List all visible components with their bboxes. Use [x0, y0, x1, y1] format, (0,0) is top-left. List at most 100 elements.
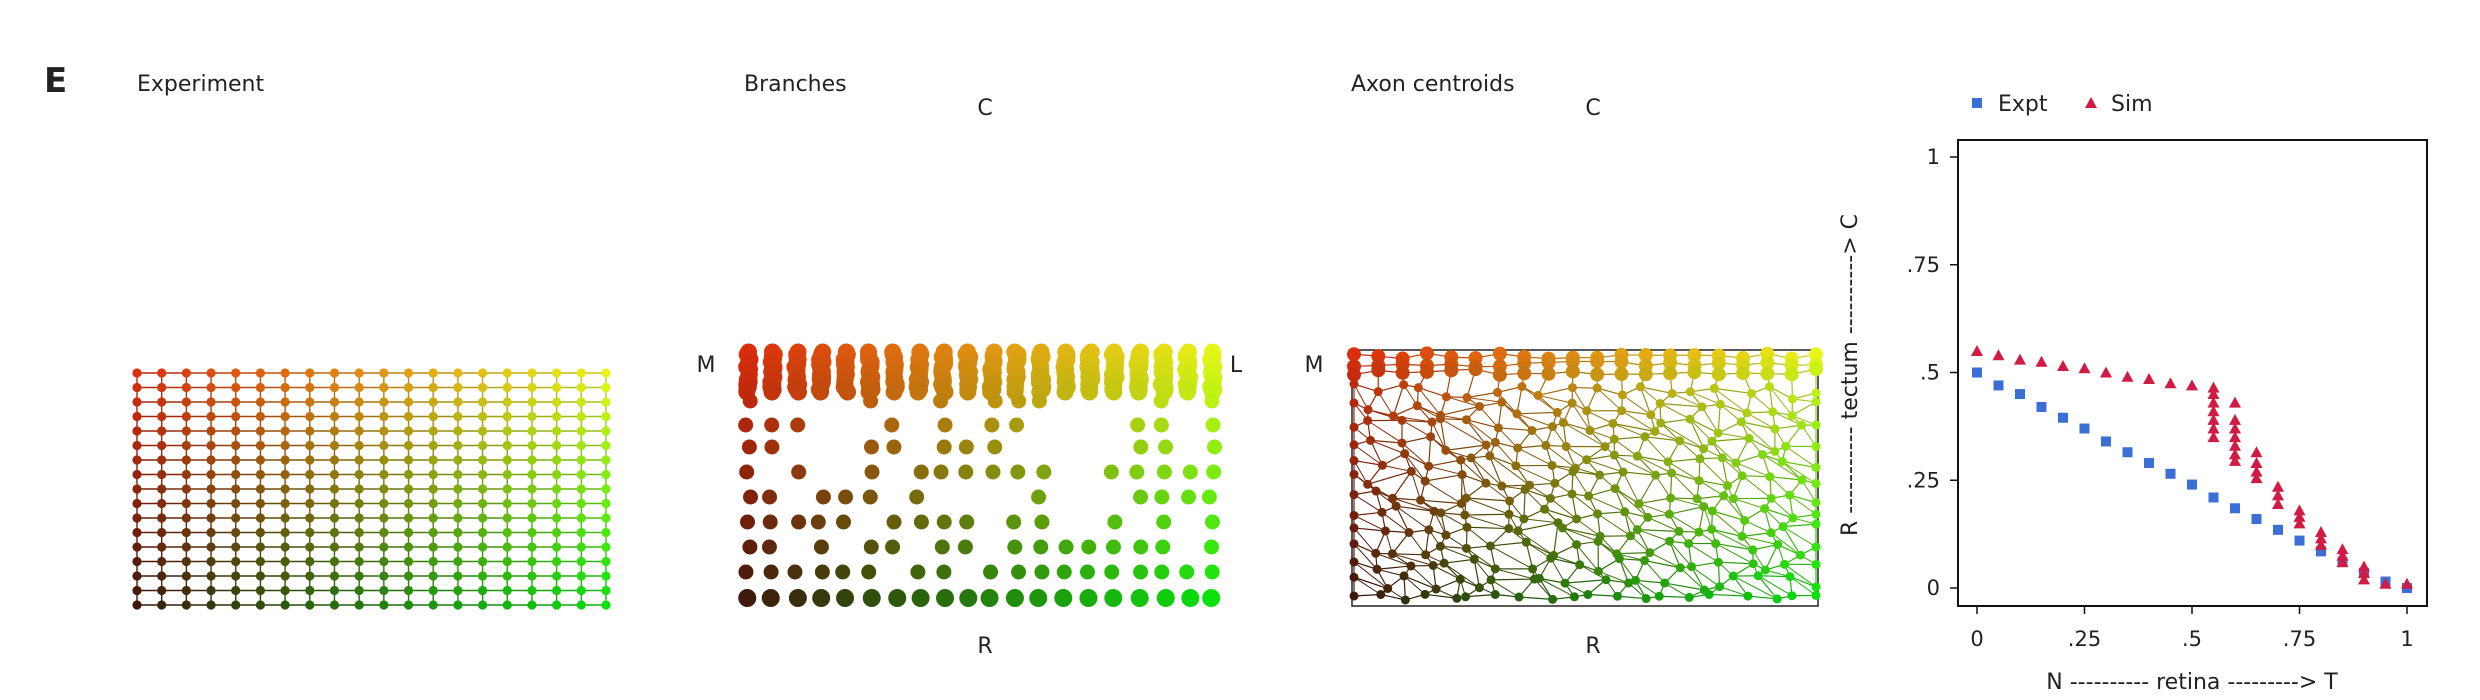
experiment-node: [206, 426, 216, 436]
experiment-node: [601, 368, 611, 378]
centroid-node: [1634, 499, 1644, 509]
mesh-edge: [1571, 493, 1598, 515]
branch-dot: [761, 589, 780, 607]
experiment-node: [305, 527, 315, 538]
y-tick-label: 1: [1927, 145, 1940, 169]
experiment-node: [576, 368, 586, 378]
mesh-edge: [1381, 511, 1410, 533]
experiment-node: [502, 469, 512, 480]
branch-dot: [958, 464, 974, 480]
experiment-node: [329, 571, 340, 581]
centroid-node: [1715, 582, 1725, 592]
experiment-node: [477, 513, 488, 523]
experiment-node: [552, 571, 562, 581]
mesh-edge: [1588, 487, 1616, 497]
centroid-node: [1811, 519, 1821, 529]
centroid-node: [1513, 526, 1523, 536]
centroid-node: [1486, 575, 1496, 585]
centroid-node: [1663, 457, 1673, 467]
mesh-edge: [1718, 432, 1750, 439]
expt-point: [2230, 503, 2240, 514]
sim-point: [2315, 525, 2327, 537]
experiment-node: [157, 571, 167, 581]
branch-dot: [1155, 539, 1171, 555]
experiment-node: [354, 397, 364, 407]
centroid-node: [1541, 440, 1551, 450]
branch-dot: [788, 589, 807, 607]
mesh-edge: [1660, 422, 1704, 450]
sim-point: [2207, 396, 2220, 408]
branch-dot: [1204, 514, 1220, 530]
experiment-node: [206, 440, 216, 451]
mesh-edge: [1525, 541, 1552, 559]
sim-point: [2315, 532, 2327, 544]
centroid-node: [1424, 525, 1434, 535]
branch-dot: [1054, 589, 1073, 607]
mesh-edge: [1598, 570, 1629, 584]
mesh-edge: [1377, 565, 1412, 570]
branch-dot: [958, 439, 974, 455]
branch-dot: [839, 383, 857, 401]
experiment-node: [231, 498, 241, 509]
experiment-node: [601, 411, 611, 422]
branches-label-l: L: [1230, 353, 1243, 378]
centroid-node: [1397, 438, 1407, 448]
mesh-edge: [1395, 505, 1410, 533]
centroid-node: [1436, 414, 1446, 424]
expt-point: [2187, 479, 2197, 490]
branch-dot: [812, 383, 830, 401]
y-axis-ticks: 1 .75 .5 .25 0: [1907, 145, 1958, 600]
branch-dot: [933, 393, 949, 409]
experiment-node: [552, 411, 562, 422]
branch-dot: [1058, 539, 1074, 555]
experiment-node: [206, 382, 216, 393]
experiment-node: [453, 571, 463, 581]
centroid-node: [1427, 417, 1437, 427]
experiment-node: [502, 571, 512, 581]
experiment-node: [206, 513, 216, 523]
mesh-edge: [1466, 391, 1498, 399]
experiment-node: [206, 527, 216, 538]
centroid-node: [1388, 411, 1398, 421]
centroid-node: [1388, 493, 1398, 503]
experiment-node: [255, 498, 266, 509]
experiment-node: [576, 484, 586, 494]
centroid-node: [1640, 432, 1650, 442]
centroid-node: [1582, 406, 1592, 416]
branch-dot: [1036, 464, 1052, 480]
mesh-edge: [1638, 503, 1670, 515]
experiment-node: [477, 600, 488, 610]
sim-point: [2229, 413, 2241, 425]
centroid-node: [1349, 398, 1359, 408]
centroid-node: [1349, 539, 1359, 549]
experiment-node: [354, 600, 364, 610]
branch-dot: [1031, 393, 1047, 409]
centroid-node: [1567, 383, 1577, 393]
experiment-node: [379, 368, 389, 378]
sim-point: [2229, 439, 2241, 451]
experiment-node: [477, 527, 488, 538]
scatter-panel: 1 .75 .5 .25 0 0 .25 .5 .75 1 N ---------- retin…: [1907, 92, 2428, 695]
centroid-node: [1533, 390, 1543, 400]
centroid-node: [1371, 548, 1381, 558]
branch-dot: [1107, 514, 1123, 530]
experiment-node: [157, 382, 167, 393]
branch-dot: [762, 514, 778, 530]
experiment-node: [231, 542, 241, 552]
branch-dot: [1154, 564, 1170, 580]
experiment-node: [157, 426, 167, 436]
branch-dot: [885, 539, 901, 555]
centroid-node: [1540, 504, 1550, 514]
centroid-node: [1397, 415, 1407, 425]
mesh-edge: [1466, 419, 1499, 429]
centroid-node: [1519, 514, 1529, 524]
experiment-node: [157, 455, 167, 465]
mesh-edge: [1466, 526, 1491, 547]
experiment-node: [280, 600, 290, 610]
mesh-edge: [1616, 552, 1650, 555]
centroid-node: [1632, 525, 1642, 535]
centroid-node: [1426, 432, 1436, 442]
mesh-edge: [1495, 568, 1535, 580]
centroid-node: [1713, 428, 1723, 438]
expt-point: [1972, 367, 1982, 378]
